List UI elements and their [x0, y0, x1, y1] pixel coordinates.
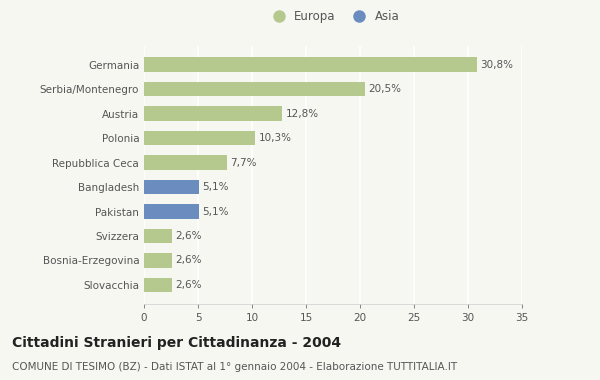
Bar: [144, 204, 199, 219]
Legend: Europa, Asia: Europa, Asia: [262, 5, 404, 27]
Text: 5,1%: 5,1%: [202, 182, 229, 192]
Text: 30,8%: 30,8%: [480, 60, 513, 70]
Text: Cittadini Stranieri per Cittadinanza - 2004: Cittadini Stranieri per Cittadinanza - 2…: [12, 336, 341, 350]
Text: 2,6%: 2,6%: [175, 231, 202, 241]
Text: 2,6%: 2,6%: [175, 280, 202, 290]
Bar: [144, 82, 365, 97]
Bar: [144, 155, 227, 170]
Text: 5,1%: 5,1%: [202, 206, 229, 217]
Text: 10,3%: 10,3%: [259, 133, 292, 143]
Text: 20,5%: 20,5%: [368, 84, 401, 94]
Bar: [144, 131, 255, 146]
Bar: [144, 57, 476, 72]
Bar: [144, 180, 199, 195]
Bar: [144, 277, 172, 292]
Bar: [144, 253, 172, 268]
Text: 2,6%: 2,6%: [175, 255, 202, 266]
Text: COMUNE DI TESIMO (BZ) - Dati ISTAT al 1° gennaio 2004 - Elaborazione TUTTITALIA.: COMUNE DI TESIMO (BZ) - Dati ISTAT al 1°…: [12, 362, 457, 372]
Text: 12,8%: 12,8%: [286, 109, 319, 119]
Bar: [144, 106, 282, 121]
Bar: [144, 229, 172, 243]
Text: 7,7%: 7,7%: [230, 158, 257, 168]
